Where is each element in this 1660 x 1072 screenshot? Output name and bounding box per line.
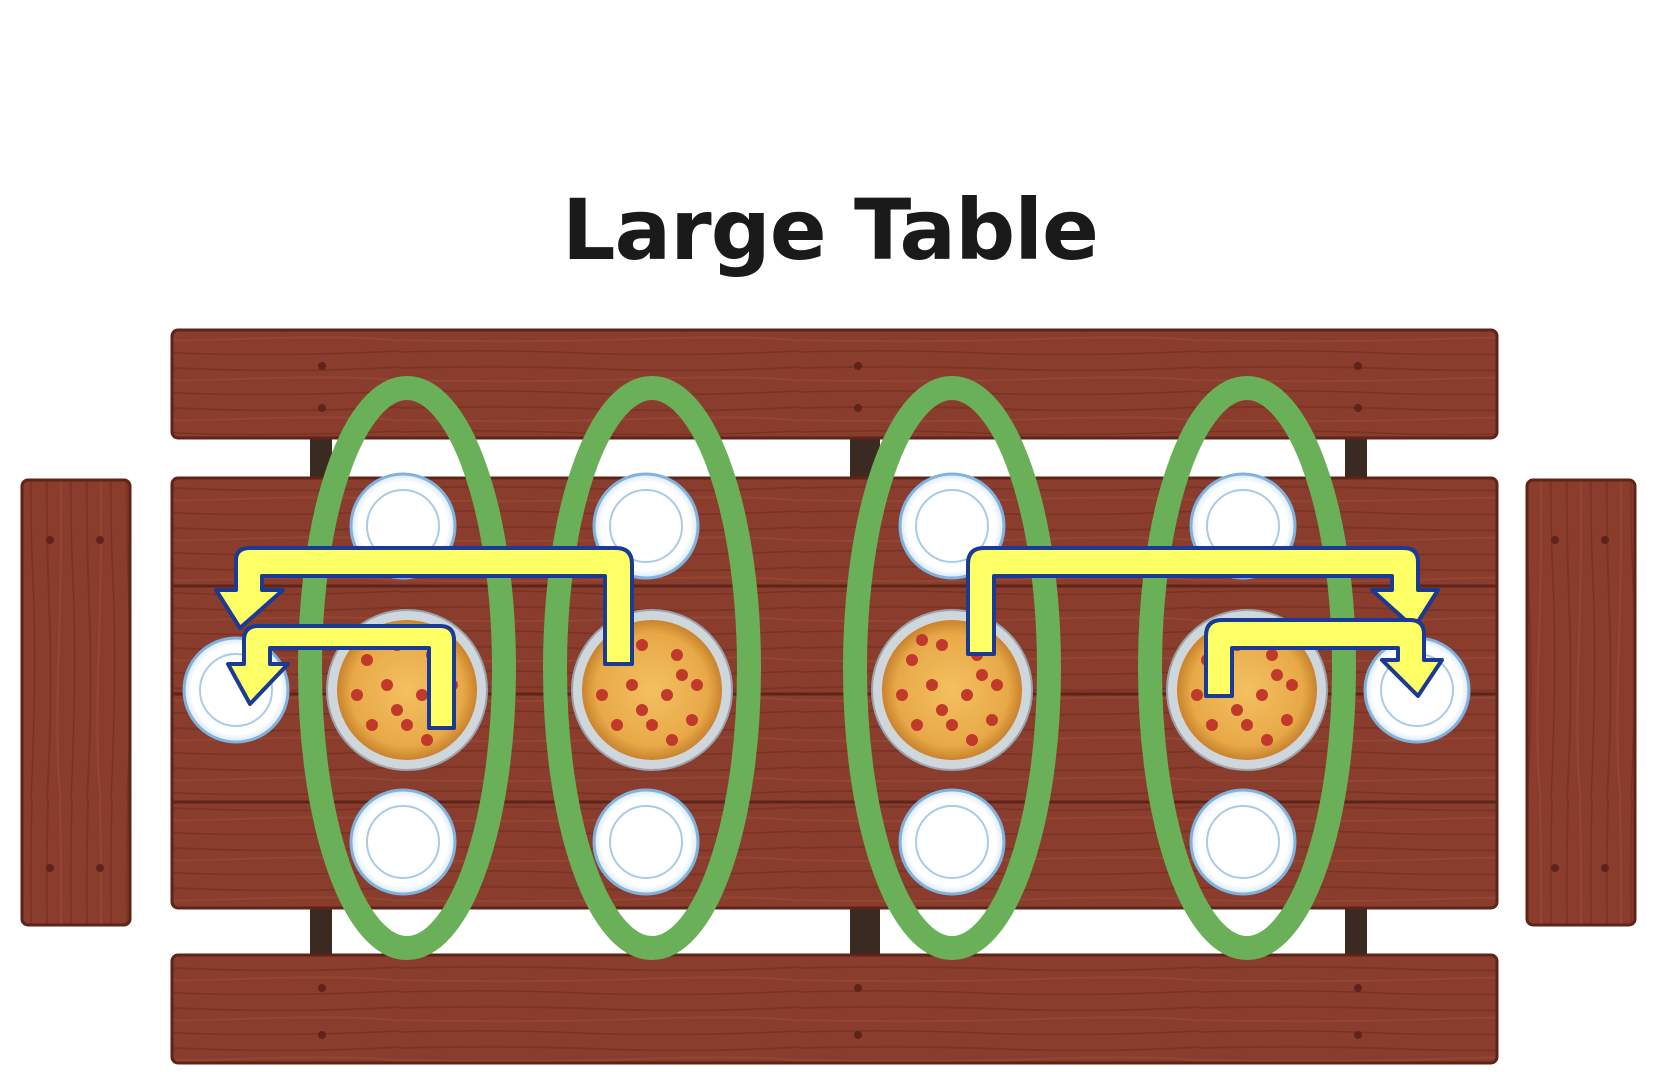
pepperoni <box>1231 704 1243 716</box>
group-ring-3 <box>843 376 1061 960</box>
pepperoni <box>1266 649 1278 661</box>
bench-left <box>20 478 132 927</box>
pepperoni <box>926 679 938 691</box>
pepperoni <box>381 679 393 691</box>
pepperoni <box>666 734 678 746</box>
group-ring-2 <box>543 376 761 960</box>
group-rings <box>298 376 1356 960</box>
bench-top <box>170 328 1499 440</box>
pepperoni <box>916 634 928 646</box>
pepperoni <box>936 639 948 651</box>
pepperoni <box>391 704 403 716</box>
pepperoni <box>596 689 608 701</box>
pepperoni <box>1271 669 1283 681</box>
pepperoni <box>976 669 988 681</box>
pepperoni <box>671 649 683 661</box>
plate-icon <box>1189 788 1297 896</box>
pepperoni <box>361 654 373 666</box>
bench-right <box>1525 478 1637 927</box>
pepperoni <box>661 689 673 701</box>
pepperoni <box>676 669 688 681</box>
pepperoni <box>1281 714 1293 726</box>
pepperoni <box>961 689 973 701</box>
plate-icon <box>898 788 1006 896</box>
plate-icon <box>592 788 700 896</box>
pepperoni <box>401 719 413 731</box>
pepperoni <box>636 704 648 716</box>
arrow-icon <box>1204 618 1444 698</box>
arrows <box>214 546 1444 730</box>
pepperoni <box>1206 719 1218 731</box>
diagram-title: Large Table <box>561 181 1099 279</box>
pepperoni <box>896 689 908 701</box>
pizza-icon <box>571 609 733 771</box>
pepperoni <box>1256 689 1268 701</box>
pepperoni <box>646 719 658 731</box>
group-ring-1 <box>298 376 516 960</box>
pepperoni <box>1286 679 1298 691</box>
bench-bottom <box>170 953 1499 1065</box>
pepperoni <box>991 679 1003 691</box>
pepperoni <box>906 654 918 666</box>
pepperoni <box>416 689 428 701</box>
pepperoni <box>936 704 948 716</box>
pepperoni <box>686 714 698 726</box>
pepperoni <box>1191 689 1203 701</box>
pepperoni <box>966 734 978 746</box>
pepperoni <box>691 679 703 691</box>
pepperoni <box>636 639 648 651</box>
arrow-icon <box>226 624 456 730</box>
pepperoni <box>911 719 923 731</box>
pepperoni <box>986 714 998 726</box>
pepperoni <box>421 734 433 746</box>
pizza-icon <box>871 609 1033 771</box>
pepperoni <box>946 719 958 731</box>
pepperoni <box>351 689 363 701</box>
arrow-icon <box>214 546 634 666</box>
pepperoni <box>1241 719 1253 731</box>
pepperoni <box>611 719 623 731</box>
pepperoni <box>366 719 378 731</box>
group-ring-4 <box>1138 376 1356 960</box>
plate-icon <box>349 788 457 896</box>
plate-icon <box>182 636 290 744</box>
pepperoni <box>1261 734 1273 746</box>
pepperoni <box>626 679 638 691</box>
arrow-icon <box>966 546 1440 656</box>
